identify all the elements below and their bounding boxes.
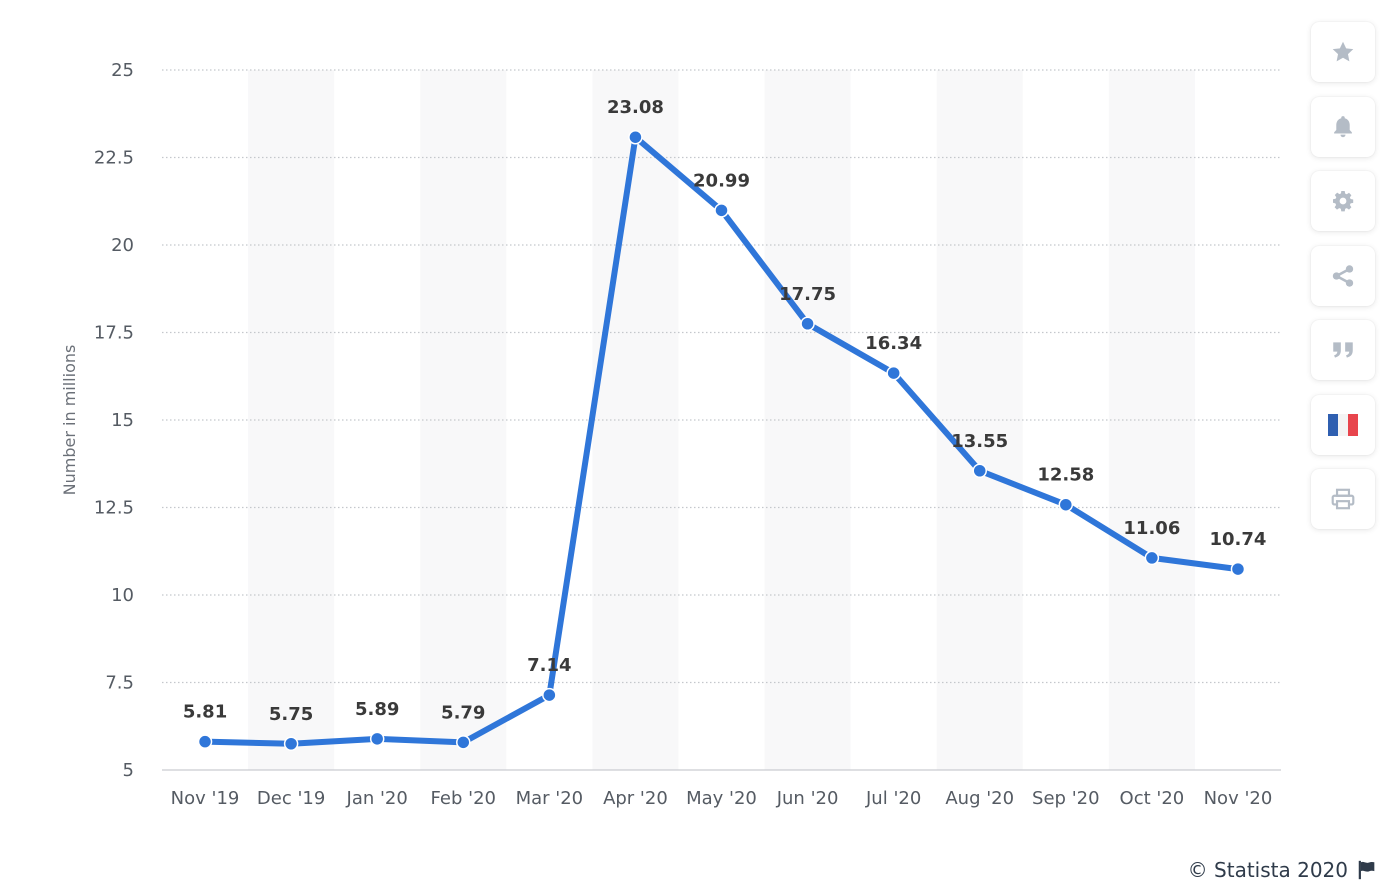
bell-icon bbox=[1334, 115, 1352, 137]
x-tick-label: Nov '20 bbox=[1204, 788, 1273, 809]
y-tick-label: 25 bbox=[111, 60, 134, 81]
settings-button[interactable] bbox=[1311, 171, 1375, 231]
data-label: 10.74 bbox=[1209, 529, 1266, 550]
cite-button[interactable] bbox=[1311, 320, 1375, 380]
x-tick-label: Aug '20 bbox=[945, 788, 1014, 809]
y-axis-title: Number in millions bbox=[60, 345, 79, 496]
x-tick-label: Nov '19 bbox=[171, 788, 240, 809]
y-tick-label: 7.5 bbox=[105, 673, 134, 694]
statista-credit-link[interactable]: © Statista 2020 bbox=[1187, 858, 1348, 882]
y-tick-label: 5 bbox=[123, 760, 134, 781]
x-tick-label: Jul '20 bbox=[865, 788, 921, 809]
data-point bbox=[1230, 561, 1246, 577]
x-tick-label: Feb '20 bbox=[431, 788, 496, 809]
line-chart: 5 7.5 10 12.5 15 17.5 20 22.5 25 Nov '19 Dec '19 J… bbox=[60, 60, 1281, 809]
horizontal-gridlines bbox=[162, 69, 1281, 771]
data-label: 5.81 bbox=[183, 702, 227, 723]
data-label: 11.06 bbox=[1123, 518, 1180, 539]
column-band bbox=[936, 70, 1023, 770]
data-point bbox=[542, 687, 557, 703]
x-tick-label: Dec '19 bbox=[257, 788, 325, 809]
data-point bbox=[283, 736, 299, 751]
data-point bbox=[1144, 550, 1160, 566]
x-tick-label: Oct '20 bbox=[1120, 788, 1185, 809]
statista-credit: © Statista 2020 bbox=[1188, 858, 1378, 882]
data-point bbox=[800, 316, 815, 331]
data-point bbox=[1058, 497, 1074, 512]
x-tick-label: May '20 bbox=[686, 788, 757, 809]
y-tick-label: 10 bbox=[111, 585, 134, 606]
series-line bbox=[202, 134, 1241, 747]
data-point bbox=[369, 731, 385, 747]
x-tick-label: Sep '20 bbox=[1032, 788, 1100, 809]
data-point bbox=[714, 203, 729, 218]
y-axis-ticks: 5 7.5 10 12.5 15 17.5 20 22.5 25 bbox=[94, 60, 134, 781]
data-point bbox=[886, 365, 901, 381]
notification-button[interactable] bbox=[1311, 96, 1375, 157]
x-tick-label: Jan '20 bbox=[346, 788, 408, 809]
data-label: 7.14 bbox=[527, 655, 571, 676]
y-tick-label: 15 bbox=[111, 410, 134, 431]
print-button[interactable] bbox=[1311, 469, 1375, 529]
gear-icon bbox=[1333, 191, 1354, 212]
y-tick-label: 12.5 bbox=[94, 498, 134, 519]
data-label: 20.99 bbox=[693, 170, 750, 191]
data-label: 12.58 bbox=[1037, 465, 1094, 486]
y-tick-label: 20 bbox=[111, 235, 134, 256]
share-button[interactable] bbox=[1311, 245, 1375, 306]
printer-icon bbox=[1331, 488, 1355, 510]
language-button[interactable] bbox=[1311, 394, 1375, 455]
data-label: 5.75 bbox=[269, 704, 313, 725]
data-point bbox=[197, 734, 213, 749]
flag-icon[interactable] bbox=[1356, 859, 1378, 881]
quote-icon bbox=[1333, 342, 1353, 358]
data-label: 23.08 bbox=[607, 97, 664, 118]
favorite-button[interactable] bbox=[1311, 22, 1375, 82]
data-labels: 5.81 5.75 5.89 5.79 7.14 23.08 20.99 17.75 16.34… bbox=[183, 97, 1267, 725]
x-axis-ticks: Nov '19 Dec '19 Jan '20 Feb '20 Mar '20 Apr '… bbox=[171, 788, 1273, 809]
french-flag-icon bbox=[1328, 413, 1358, 436]
data-label: 17.75 bbox=[779, 284, 836, 305]
data-point bbox=[628, 129, 643, 145]
data-label: 16.34 bbox=[865, 333, 922, 354]
data-label: 5.79 bbox=[441, 702, 485, 723]
data-point bbox=[972, 463, 987, 478]
star-icon bbox=[1332, 41, 1354, 62]
column-band bbox=[764, 70, 851, 770]
y-tick-label: 17.5 bbox=[94, 323, 134, 344]
x-tick-label: Apr '20 bbox=[603, 788, 668, 809]
y-tick-label: 22.5 bbox=[94, 148, 134, 169]
data-label: 5.89 bbox=[355, 699, 399, 720]
data-label: 13.55 bbox=[951, 431, 1008, 452]
x-tick-label: Jun '20 bbox=[776, 788, 839, 809]
data-points bbox=[197, 129, 1246, 751]
data-point bbox=[456, 735, 471, 750]
share-icon bbox=[1332, 264, 1354, 287]
chart-toolbar bbox=[1311, 22, 1375, 544]
x-tick-label: Mar '20 bbox=[516, 788, 584, 809]
